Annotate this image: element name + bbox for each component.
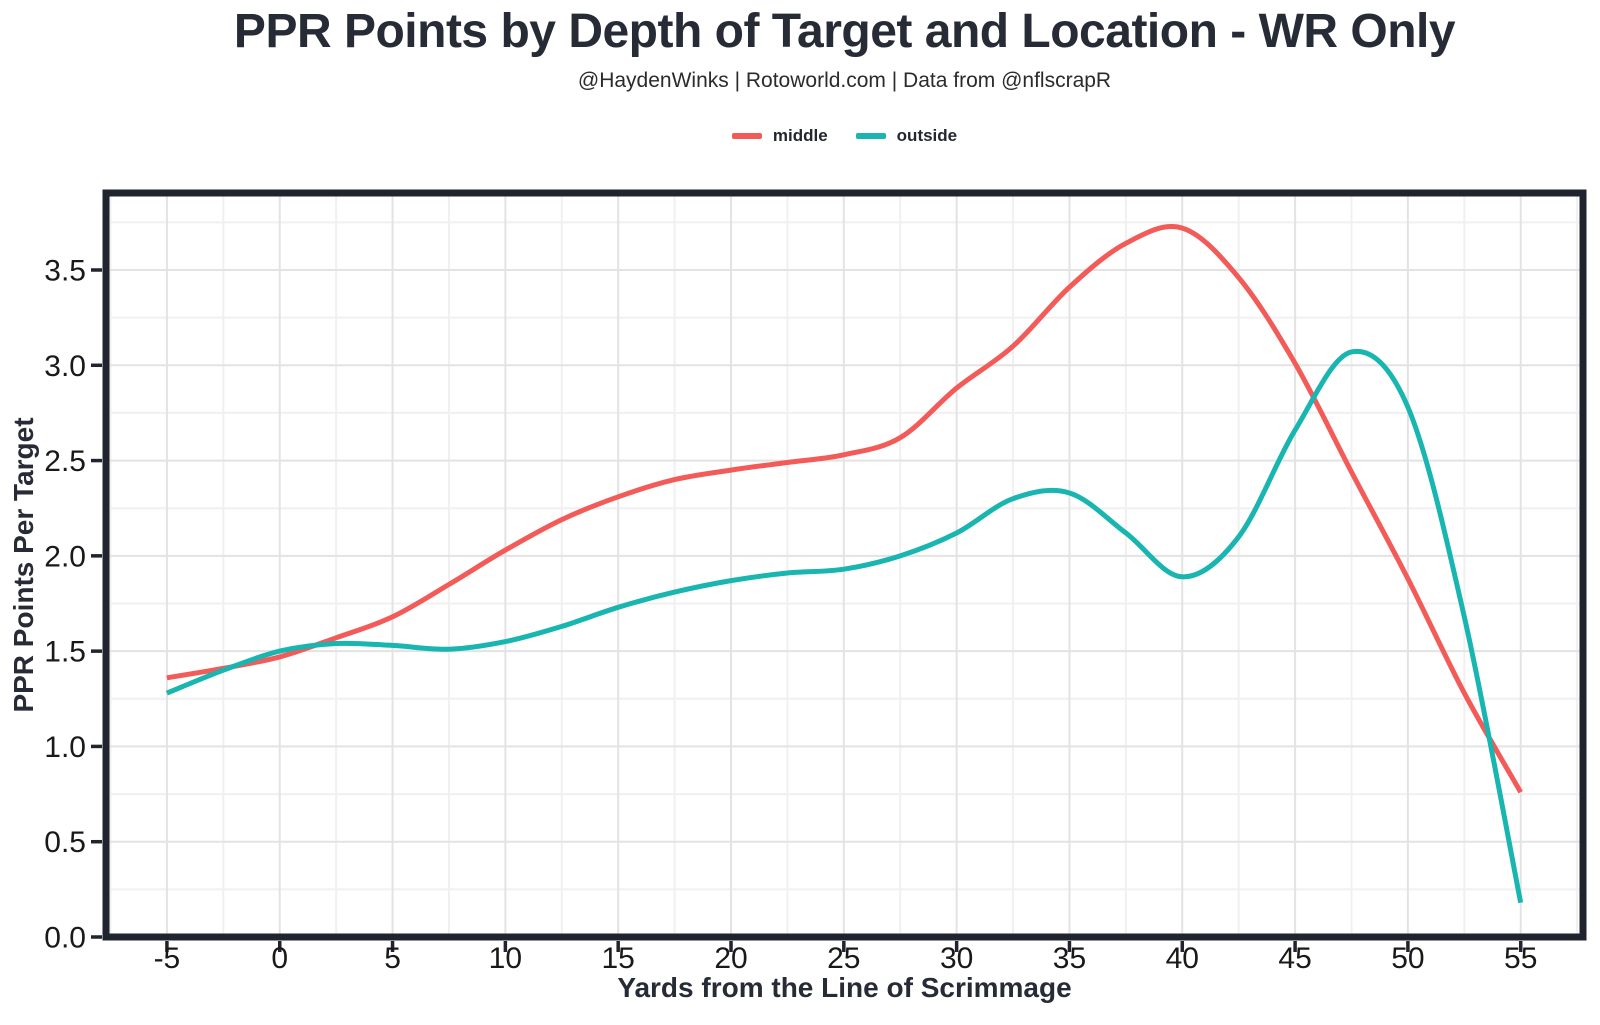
x-tick-label: 20 [714,942,747,975]
x-tick-label: 10 [489,942,522,975]
x-tick-label: 25 [827,942,860,975]
y-tick-label: 2.0 [44,540,86,573]
chart-subtitle: @HaydenWinks | Rotoworld.com | Data from… [577,69,1112,92]
y-axis-title: PPR Points Per Target [8,417,39,713]
x-tick-label: -5 [154,942,181,975]
y-tick-label: 1.0 [44,731,86,764]
legend: middle outside [106,122,1583,150]
x-tick-label: 40 [1166,942,1199,975]
legend-label-outside: outside [896,126,958,145]
x-tick-label: 0 [271,942,288,975]
y-tick-label: 1.5 [44,636,86,669]
x-tick-label: 35 [1053,942,1086,975]
x-tick-label: 30 [940,942,973,975]
x-tick-label: 15 [602,942,635,975]
series-line-outside [165,348,1524,904]
y-tick-label: 2.5 [44,445,86,478]
y-tick-label: 0.0 [44,922,86,955]
x-tick-label: 50 [1391,942,1424,975]
y-tick-label: 3.0 [44,350,86,383]
x-tick-label: 5 [384,942,401,975]
y-tick-label: 0.5 [44,826,86,859]
legend-swatch-outside [855,133,886,139]
legend-item-middle: middle [731,126,828,146]
chart-title: PPR Points by Depth of Target and Locati… [233,5,1456,58]
y-tick-label: 3.5 [44,254,86,287]
legend-swatch-middle [731,133,762,139]
x-tick-label: 45 [1278,942,1311,975]
legend-label-middle: middle [772,126,828,145]
x-tick-label: 55 [1504,942,1537,975]
x-axis-title: Yards from the Line of Scrimmage [617,972,1072,1003]
legend-item-outside: outside [855,126,958,146]
panel-border [102,189,1587,941]
series-line-middle [166,224,1523,794]
